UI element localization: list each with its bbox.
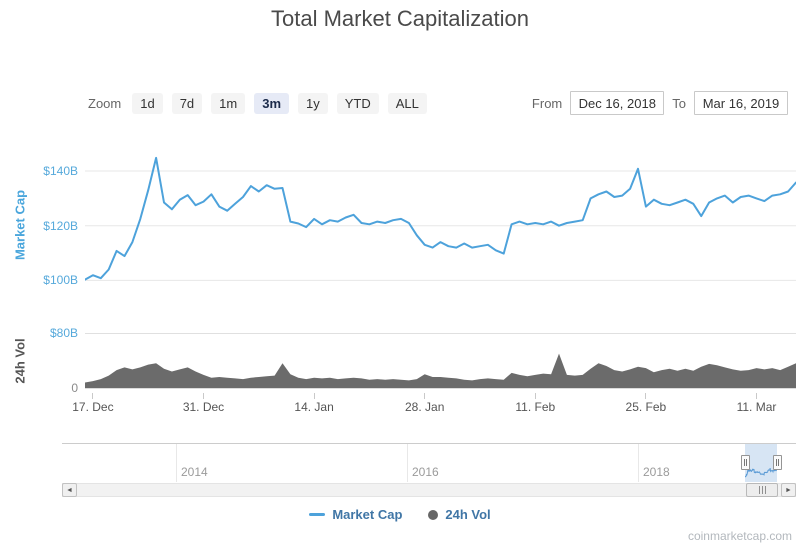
scrollbar-left-arrow-icon[interactable]: ◄	[62, 483, 77, 497]
to-label: To	[672, 95, 686, 111]
navigator-handle-left[interactable]	[741, 455, 750, 470]
date-range-controls: From To	[532, 91, 788, 115]
x-axis-tick	[645, 393, 647, 399]
navigator[interactable]: 2014 2016 2018	[62, 443, 796, 482]
legend-label: Market Cap	[332, 507, 403, 522]
zoom-button-3m[interactable]: 3m	[254, 92, 290, 114]
zoom-button-1y[interactable]: 1y	[298, 92, 328, 114]
to-date-input[interactable]	[694, 91, 788, 115]
navigator-year-label: 2016	[412, 465, 439, 479]
toolbar: Zoom 1d 7d 1m 3m 1y YTD ALL From To	[88, 90, 788, 116]
x-axis-tick	[424, 393, 426, 399]
x-axis-label: 25. Feb	[625, 400, 667, 414]
x-axis-label: 11. Mar	[736, 400, 777, 414]
legend-item-24h-vol[interactable]: 24h Vol	[428, 507, 491, 522]
grip-icon	[758, 486, 766, 494]
x-axis-tick	[92, 393, 94, 399]
page-title: Total Market Capitalization	[270, 6, 529, 31]
x-axis-label: 31. Dec	[182, 400, 225, 414]
x-axis-tick	[756, 393, 757, 399]
x-axis-label: 28. Jan	[405, 400, 445, 414]
navigator-gridline	[638, 444, 639, 482]
x-axis-tick	[203, 393, 204, 399]
legend: Market Cap 24h Vol	[0, 507, 800, 522]
x-axis-label: 17. Dec	[72, 400, 114, 414]
line-marker-icon	[309, 513, 326, 516]
y-axis-label: $140B	[43, 164, 78, 179]
from-date-input[interactable]	[570, 91, 665, 115]
legend-item-market-cap[interactable]: Market Cap	[309, 507, 402, 522]
zoom-label: Zoom	[88, 95, 122, 111]
navigator-selected-range[interactable]	[744, 444, 778, 482]
zoom-button-group: Zoom 1d 7d 1m 3m 1y YTD ALL	[88, 92, 427, 114]
circle-marker-icon	[428, 509, 439, 520]
x-axis-label: 14. Jan	[294, 400, 334, 414]
navigator-gridline	[407, 444, 408, 482]
scrollbar-right-arrow-icon[interactable]: ►	[781, 483, 796, 497]
zoom-button-ytd[interactable]: YTD	[336, 92, 379, 114]
from-label: From	[531, 95, 563, 111]
navigator-year-label: 2014	[181, 465, 208, 479]
scrollbar[interactable]: ◄ ►	[62, 483, 796, 497]
x-axis-tick	[313, 393, 315, 399]
navigator-handle-right[interactable]	[773, 455, 782, 470]
scrollbar-thumb[interactable]	[746, 483, 778, 497]
zoom-buttons: 1d 7d 1m 3m 1y YTD ALL	[132, 92, 427, 114]
zoom-button-1m[interactable]: 1m	[211, 92, 246, 114]
volume-axis-title: 24h Vol	[12, 338, 28, 384]
market-cap-chart[interactable]	[85, 130, 796, 305]
navigator-year-label: 2018	[643, 465, 670, 479]
zoom-button-1d[interactable]: 1d	[132, 92, 163, 114]
watermark: coinmarketcap.com	[687, 529, 792, 543]
x-axis-tick	[534, 393, 536, 399]
x-axis-label: 11. Feb	[515, 400, 556, 414]
x-axis: 17. Dec 31. Dec 14. Jan 28. Jan 11. Feb 25. F…	[72, 390, 796, 418]
zoom-button-7d[interactable]: 7d	[171, 92, 203, 114]
y-axis-label: $100B	[43, 273, 78, 288]
market-cap-axis-title: Market Cap	[12, 189, 28, 261]
navigator-gridline	[176, 444, 177, 482]
volume-chart[interactable]	[85, 333, 796, 389]
zoom-button-all[interactable]: ALL	[387, 92, 427, 114]
legend-label: 24h Vol	[445, 507, 491, 522]
